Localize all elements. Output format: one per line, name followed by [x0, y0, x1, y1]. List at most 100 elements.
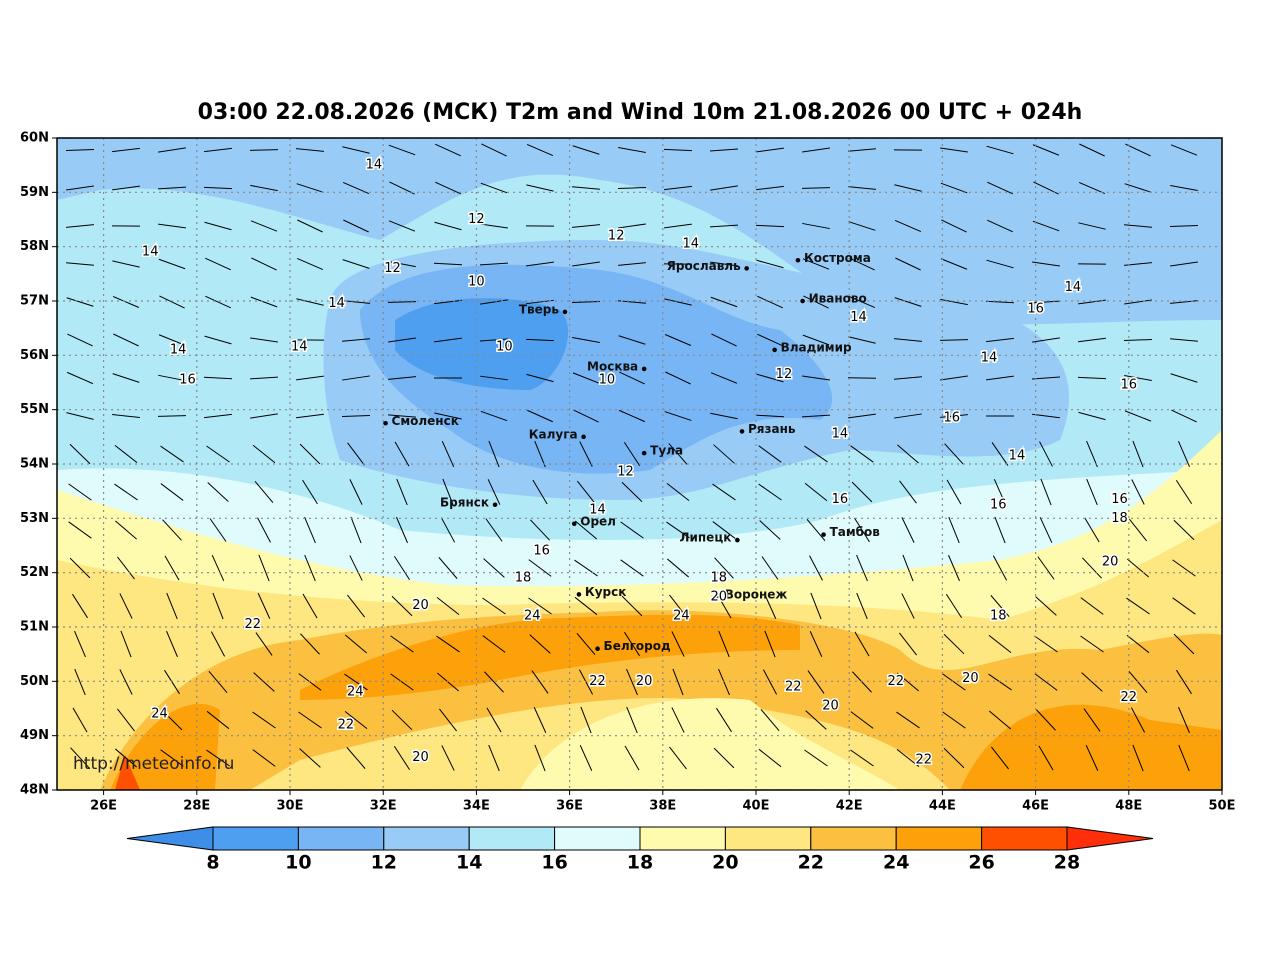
wind-barb: [391, 595, 413, 617]
city-label: Калуга: [529, 427, 578, 441]
wind-barb: [1083, 708, 1101, 732]
wind-barb: [112, 373, 140, 383]
wind-barb: [396, 478, 408, 506]
wind-barb: [350, 516, 362, 544]
wind-barb: [249, 149, 279, 151]
colorbar-segment: [554, 826, 641, 851]
wind-barb: [342, 181, 370, 195]
wind-barb: [434, 299, 462, 305]
colorbar-label: 10: [285, 852, 311, 874]
wind-barb: [206, 749, 230, 767]
wind-barb: [758, 483, 782, 501]
wind-barb: [114, 483, 138, 501]
wind-barb: [160, 445, 184, 463]
wind-barb: [344, 710, 368, 730]
wind-barb: [436, 596, 460, 616]
wind-barb: [117, 708, 135, 732]
x-tick-label: 32E: [370, 799, 397, 814]
wind-barb: [1032, 261, 1060, 267]
wind-barb: [618, 223, 646, 229]
wind-barb: [526, 184, 554, 192]
colorbar-segment: [383, 826, 470, 851]
wind-barb: [763, 593, 777, 619]
wind-barb: [1177, 440, 1191, 468]
wind-barb: [994, 516, 1006, 544]
wind-barb: [388, 337, 416, 343]
x-tick-label: 28E: [183, 799, 210, 814]
wind-barb: [669, 746, 687, 770]
wind-barb: [488, 744, 500, 772]
wind-barb: [621, 481, 643, 503]
wind-barb: [1036, 709, 1056, 731]
wind-barb: [664, 334, 692, 346]
wind-barb: [901, 517, 915, 543]
wind-barb: [718, 668, 730, 696]
wind-barb: [580, 706, 592, 734]
wind-barb: [1128, 518, 1148, 542]
wind-barb: [484, 671, 504, 693]
wind-barb: [895, 257, 921, 271]
wind-barb: [901, 593, 915, 619]
wind-barb: [434, 221, 462, 231]
wind-barb: [618, 335, 646, 345]
wind-barb: [940, 147, 968, 153]
wind-barb: [161, 709, 183, 731]
wind-barb: [899, 480, 917, 504]
contour-label: 24: [673, 609, 690, 624]
wind-barb: [664, 223, 692, 229]
wind-barb: [441, 745, 455, 771]
contour-label: 14: [1065, 280, 1082, 295]
wind-barb: [302, 593, 318, 619]
wind-barb: [990, 746, 1010, 770]
y-tick-label: 59N: [20, 185, 49, 200]
colorbar-under: [126, 826, 214, 851]
wind-barb: [807, 670, 825, 694]
wind-barb: [257, 517, 271, 543]
wind-barb: [481, 143, 507, 157]
wind-barb: [115, 520, 137, 540]
wind-barb: [393, 555, 411, 581]
wind-barb: [942, 673, 966, 691]
wind-barb: [74, 630, 86, 658]
wind-barb: [899, 632, 917, 656]
contour-label: 18: [1111, 511, 1128, 526]
contour-label: 14: [142, 245, 159, 260]
wind-barb: [1124, 375, 1152, 381]
city-dot: [800, 298, 805, 304]
wind-barb: [387, 301, 417, 303]
wind-barb: [1078, 222, 1106, 230]
wind-barb: [534, 440, 546, 468]
wind-barb: [388, 414, 416, 418]
wind-barb: [526, 144, 554, 156]
wind-barb: [1178, 744, 1190, 772]
contour-label: 14: [832, 427, 849, 442]
wind-barb: [940, 375, 968, 381]
wind-barb: [940, 258, 968, 270]
wind-barb: [809, 555, 823, 581]
city-label: Тула: [650, 444, 683, 458]
x-tick-label: 34E: [463, 799, 490, 814]
city-label: Ярославль: [667, 259, 741, 273]
wind-barb: [666, 482, 690, 502]
wind-barb: [1086, 478, 1098, 506]
wind-barb: [944, 443, 964, 465]
city-label: Смоленск: [392, 414, 459, 428]
wind-barb: [209, 518, 227, 542]
wind-barb: [206, 710, 230, 730]
city-label: Воронеж: [725, 588, 788, 602]
colorbar-label: 24: [883, 852, 909, 874]
wind-barb: [1038, 745, 1054, 771]
wind-barb: [894, 338, 922, 342]
wind-barb: [341, 414, 371, 418]
wind-barb: [1078, 411, 1106, 421]
map-title: 03:00 22.08.2026 (МСК) T2m and Wind 10m …: [198, 100, 1083, 125]
wind-barb: [1031, 300, 1061, 304]
wind-barb: [1039, 517, 1053, 543]
wind-barb: [1080, 597, 1104, 615]
wind-barb: [66, 224, 94, 228]
wind-barb: [343, 219, 369, 233]
contour-label: 22: [338, 717, 355, 732]
x-tick-label: 36E: [556, 799, 583, 814]
contour-label: 20: [412, 750, 429, 765]
